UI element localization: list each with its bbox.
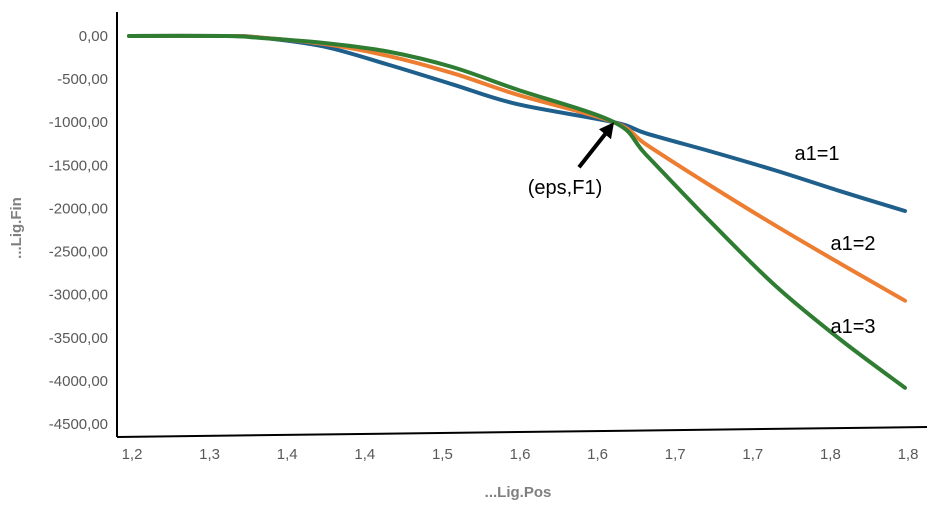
y-tick-label: -3000,00 (49, 287, 108, 304)
y-tick-label: -2000,00 (49, 200, 108, 217)
x-tick-label: 1,6 (510, 446, 531, 463)
y-tick-label: 0,00 (79, 28, 108, 45)
y-tick-label: -3500,00 (49, 330, 108, 347)
series-label-2: a1=2 (830, 233, 875, 255)
annotation-layer: (eps,F1) (528, 122, 614, 199)
x-tick-label: 1,6 (587, 446, 608, 463)
y-tick-label: -2500,00 (49, 244, 108, 261)
series-labels: a1=1 a1=2 a1=3 (794, 143, 875, 338)
y-tick-labels: 0,00 -500,00 -1000,00 -1500,00 -2000,00 -2500… (49, 28, 108, 433)
annotation-arrow-head (599, 122, 614, 140)
x-tick-label: 1,2 (122, 446, 143, 463)
y-tick-label: -1500,00 (49, 157, 108, 174)
y-tick-label: -4000,00 (49, 373, 108, 390)
x-tick-label: 1,7 (665, 446, 686, 463)
x-tick-label: 1,8 (820, 446, 841, 463)
y-tick-label: -1000,00 (49, 114, 108, 131)
y-tick-label: -500,00 (57, 71, 108, 88)
y-tick-label: -4500,00 (49, 416, 108, 433)
x-axis-line (116, 426, 927, 438)
series-layer (127, 33, 907, 390)
series-line-2 (127, 33, 907, 303)
series-label-3: a1=3 (830, 316, 875, 338)
y-axis-title: ...Lig.Fin (8, 197, 25, 259)
x-axis-title: ...Lig.Pos (485, 484, 552, 501)
x-tick-label: 1,3 (199, 446, 220, 463)
x-tick-label: 1,4 (277, 446, 298, 463)
series-line-1 (127, 33, 907, 213)
series-label-1: a1=1 (794, 143, 839, 165)
x-tick-label: 1,7 (742, 446, 763, 463)
x-tick-label: 1,8 (898, 446, 919, 463)
x-tick-label: 1,5 (432, 446, 453, 463)
series-line-3 (127, 33, 907, 390)
x-tick-labels: 1,2 1,3 1,4 1,4 1,5 1,6 1,6 1,7 1,7 1,8 1,8 (122, 446, 919, 463)
annotation-arrow-shaft (577, 127, 611, 169)
annotation-label: (eps,F1) (528, 177, 602, 199)
x-tick-label: 1,4 (354, 446, 375, 463)
